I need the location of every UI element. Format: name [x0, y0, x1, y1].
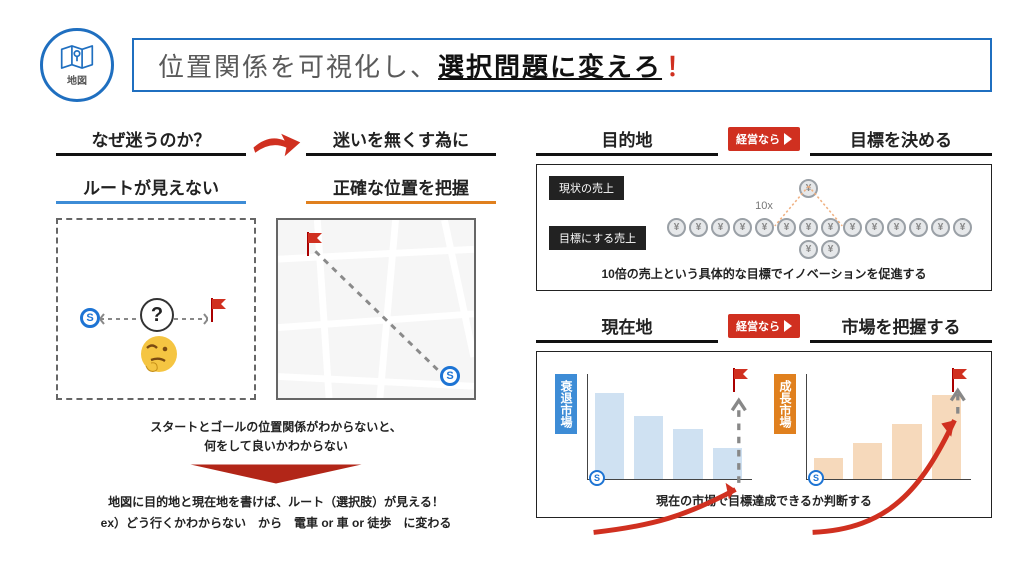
heading-set-goal: 目標を決める	[810, 126, 992, 156]
pill-current-sales: 現状の売上	[549, 176, 624, 200]
coins-bottom: ¥¥¥¥¥¥¥¥¥¥¥¥¥¥¥¥	[660, 218, 979, 259]
maps-row: S ?	[56, 218, 496, 400]
chart-a-label: 衰退市場	[555, 374, 577, 434]
coin-icon: ¥	[799, 240, 818, 259]
conclusion-line: 地図に目的地と現在地を書けば、ルート（選択肢）が見える！	[56, 492, 496, 512]
map-badge: 地図	[40, 28, 114, 102]
bar	[853, 443, 883, 479]
bar	[634, 416, 664, 479]
down-triangle-icon	[56, 462, 496, 486]
title-bang: ！	[666, 47, 694, 84]
coin-icon: ¥	[755, 218, 774, 237]
bar	[673, 429, 703, 479]
market-box: 衰退市場 S 成長市場 S	[536, 351, 992, 518]
coin-icon: ¥	[865, 218, 884, 237]
goal-flag-icon	[949, 368, 969, 397]
heading-to-not-lost: 迷いを無くす為に	[306, 126, 496, 156]
coin-icon: ¥	[821, 218, 840, 237]
heading-no-route: ルートが見えない	[56, 174, 246, 204]
bar	[595, 393, 625, 479]
heading-why-lost: なぜ迷うのか？	[56, 126, 246, 156]
market-caption: 現在の市場で目標達成できるか判断する	[549, 492, 979, 509]
coin-icon: ¥	[821, 240, 840, 259]
map-icon	[60, 44, 94, 70]
right-column: 目的地 経営なら 目標を決める 現状の売上 ¥ 10x 目標にする売上 ¥¥¥¥…	[536, 126, 992, 518]
r1-headings: 目的地 経営なら 目標を決める	[536, 126, 992, 156]
coin-icon: ¥	[733, 218, 752, 237]
keiei-label: 経営なら	[736, 131, 780, 147]
pill-target-sales: 目標にする売上	[549, 226, 646, 250]
coin-icon: ¥	[777, 218, 796, 237]
goal-caption: 10倍の売上という具体的な目標でイノベーションを促進する	[549, 265, 979, 282]
heading-current-pos: 現在地	[536, 313, 718, 343]
r2-headings: 現在地 経営なら 市場を把握する	[536, 313, 992, 343]
map-known: S	[276, 218, 476, 400]
chart-declining: 衰退市場 S	[553, 368, 756, 488]
coin-icon: ¥	[711, 218, 730, 237]
coin-icon: ¥	[931, 218, 950, 237]
dashed-line-icon	[174, 312, 208, 326]
bar	[892, 424, 922, 479]
note-line: スタートとゴールの位置関係がわからないと、	[56, 418, 496, 437]
start-marker: S	[80, 308, 100, 328]
coin-icon: ¥	[909, 218, 928, 237]
page-title: 位置関係を可視化し、 選択問題に変えろ ！	[132, 38, 992, 92]
title-pre: 位置関係を可視化し、	[158, 47, 438, 84]
keiei-label: 経営なら	[736, 318, 780, 334]
goal-box: 現状の売上 ¥ 10x 目標にする売上 ¥¥¥¥¥¥¥¥¥¥¥¥¥¥¥¥ 10倍…	[536, 164, 992, 291]
title-bar: 地図 位置関係を可視化し、 選択問題に変えろ ！	[40, 28, 992, 102]
coin-icon: ¥	[843, 218, 862, 237]
start-marker: S	[808, 470, 824, 486]
left-column: なぜ迷うのか？ ルートが見えない 迷いを無くす為に 正確な位置を把握 S ?	[56, 126, 496, 533]
bar	[713, 448, 743, 480]
chart-growing: 成長市場 S	[772, 368, 975, 488]
goal-flag-icon	[208, 298, 228, 327]
goal-flag-icon	[730, 368, 750, 397]
left-headings-row1: なぜ迷うのか？ ルートが見えない 迷いを無くす為に 正確な位置を把握	[56, 126, 496, 204]
keiei-badge: 経営なら	[718, 127, 810, 155]
left-conclusion: 地図に目的地と現在地を書けば、ルート（選択肢）が見える！ ex）どう行くかわから…	[56, 492, 496, 533]
keiei-badge: 経営なら	[718, 314, 810, 342]
coin-icon: ¥	[667, 218, 686, 237]
heading-know-market: 市場を把握する	[810, 313, 992, 343]
map-badge-label: 地図	[67, 72, 87, 87]
question-bubble: ?	[140, 298, 174, 332]
map-confused: S ?	[56, 218, 256, 400]
conclusion-line: ex）どう行くかわからない から 電車 or 車 or 徒歩 に変わる	[56, 513, 496, 533]
red-arrow-right	[246, 126, 306, 160]
start-marker: S	[589, 470, 605, 486]
left-note: スタートとゴールの位置関係がわからないと、 何をして良いかわからない	[56, 418, 496, 456]
coin-icon: ¥	[887, 218, 906, 237]
heading-destination: 目的地	[536, 126, 718, 156]
coin-icon: ¥	[689, 218, 708, 237]
bar	[932, 395, 962, 479]
heading-know-pos: 正確な位置を把握	[306, 174, 496, 204]
dashed-line-icon	[100, 312, 140, 326]
start-marker: S	[440, 366, 460, 386]
coin-icon: ¥	[953, 218, 972, 237]
goal-flag-icon	[304, 232, 324, 261]
coin-icon: ¥	[799, 218, 818, 237]
note-line: 何をして良いかわからない	[56, 437, 496, 456]
chart-b-label: 成長市場	[774, 374, 796, 434]
coins-top: ¥	[638, 179, 979, 198]
title-emph: 選択問題に変えろ	[438, 47, 662, 84]
tenx-label: 10x	[549, 200, 979, 212]
arrow-icon	[250, 130, 302, 160]
thinking-face-icon	[136, 332, 182, 378]
coin-icon: ¥	[799, 179, 818, 198]
